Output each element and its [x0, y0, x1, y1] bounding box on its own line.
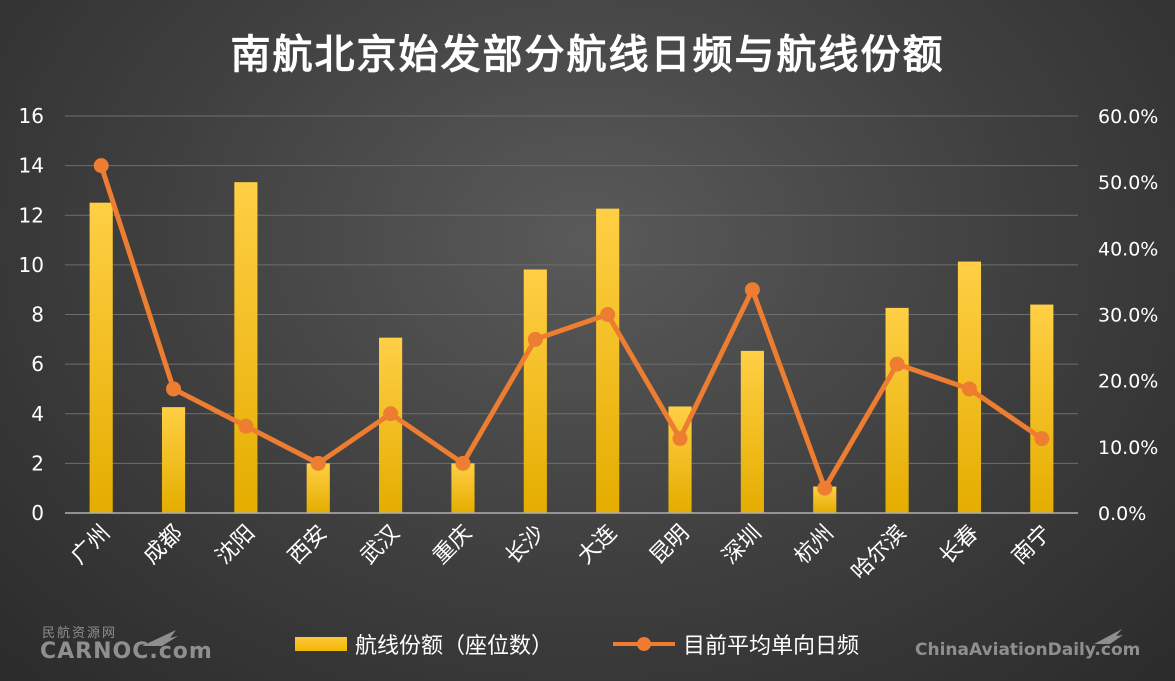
- legend-label-frequency: 目前平均单向日频: [683, 634, 860, 659]
- carnoc-watermark-en: CARNOC.com: [40, 639, 213, 664]
- bar: [740, 350, 764, 513]
- line-point: [672, 431, 688, 447]
- y-left-tick-label: 4: [31, 402, 44, 426]
- line-point: [166, 381, 182, 397]
- bar: [89, 202, 113, 513]
- y-left-tick-label: 8: [31, 303, 44, 327]
- bar: [523, 269, 547, 513]
- y-left-tick-label: 12: [19, 203, 44, 227]
- frequency-line: [98, 164, 1044, 491]
- x-tick-label: 沈阳: [211, 521, 260, 570]
- line-point: [961, 381, 977, 397]
- china-aviation-daily-watermark: ChinaAviationDaily.com: [915, 640, 1141, 660]
- plane-icon: [1094, 629, 1123, 644]
- bar: [379, 337, 403, 513]
- line-point: [527, 331, 543, 347]
- y-right-tick-label: 30.0%: [1098, 305, 1158, 327]
- x-tick-label: 深圳: [718, 521, 767, 570]
- line-point: [1034, 431, 1050, 447]
- bar: [1030, 304, 1054, 513]
- line-point: [93, 158, 109, 174]
- legend-item-share: 航线份额（座位数）: [295, 628, 553, 660]
- bar: [234, 182, 258, 513]
- y-right-tick-label: 20.0%: [1098, 371, 1158, 393]
- line-point: [600, 307, 616, 322]
- y-right-tick-label: 50.0%: [1098, 172, 1158, 194]
- x-tick-label: 大连: [573, 521, 622, 570]
- y-left-tick-label: 10: [19, 253, 44, 277]
- x-tick-label: 哈尔滨: [847, 521, 911, 585]
- line-point: [238, 418, 254, 434]
- line-point: [889, 356, 905, 372]
- line-point: [383, 406, 399, 422]
- bar: [161, 407, 186, 513]
- y-left-tick-label: 16: [19, 104, 44, 128]
- y-left-tick-label: 14: [19, 154, 44, 178]
- chart-legend: 航线份额（座位数） 目前平均单向日频: [295, 628, 919, 660]
- bar: [596, 208, 620, 513]
- bar: [451, 463, 475, 513]
- x-tick-label: 长沙: [501, 521, 550, 570]
- y-right-tick-label: 60.0%: [1098, 106, 1158, 128]
- x-tick-label: 成都: [139, 521, 188, 570]
- x-tick-label: 南宁: [1007, 521, 1056, 570]
- bar: [306, 463, 330, 513]
- chart-title: 南航北京始发部分航线日频与航线份额: [230, 32, 945, 78]
- y-right-tick-label: 0.0%: [1098, 503, 1146, 525]
- legend-item-frequency: 目前平均单向日频: [613, 628, 859, 660]
- x-tick-label: 重庆: [428, 521, 477, 570]
- line-point: [455, 455, 471, 471]
- bar: [885, 307, 909, 513]
- x-tick-label: 武汉: [356, 521, 405, 570]
- y-left-tick-label: 6: [31, 352, 44, 376]
- x-tick-label: 杭州: [790, 521, 839, 570]
- line-point: [817, 480, 833, 496]
- x-tick-label: 长春: [935, 521, 984, 570]
- line-point: [744, 282, 760, 298]
- y-left-tick-label: 0: [31, 501, 44, 525]
- legend-bar-swatch: [295, 637, 347, 651]
- y-left-tick-label: 2: [31, 451, 44, 475]
- carnoc-watermark: 民航资源网 CARNOC.com: [40, 622, 213, 664]
- x-tick-label: 广州: [67, 521, 116, 570]
- x-tick-label: 昆明: [645, 521, 694, 570]
- x-tick-label: 西安: [284, 521, 333, 570]
- line-point: [310, 455, 326, 471]
- bar: [813, 486, 837, 513]
- legend-line-swatch: [613, 637, 676, 651]
- y-right-tick-label: 40.0%: [1098, 238, 1158, 260]
- plane-icon: [142, 630, 178, 646]
- y-right-tick-label: 10.0%: [1098, 437, 1158, 459]
- legend-label-share: 航线份额（座位数）: [355, 634, 554, 659]
- carnoc-watermark-cn: 民航资源网: [42, 626, 118, 641]
